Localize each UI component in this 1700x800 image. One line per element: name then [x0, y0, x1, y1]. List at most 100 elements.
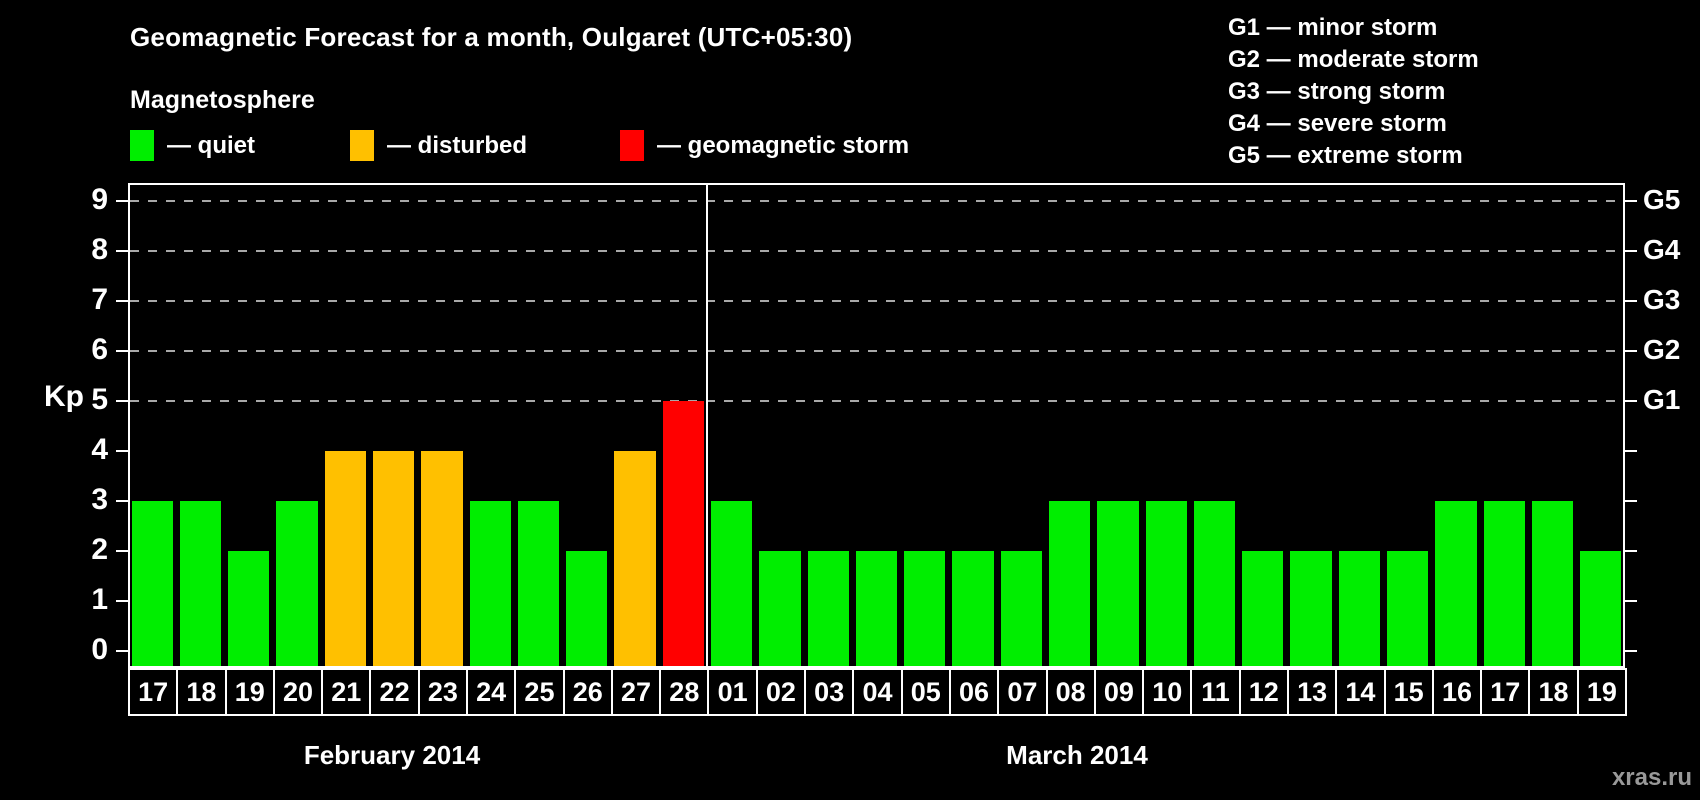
storm-scale-legend: G1 — minor storm G2 — moderate storm G3 … [1228, 12, 1479, 172]
month-label-february: February 2014 [303, 740, 481, 770]
y-tick-label-2: 2 [91, 533, 108, 566]
day-label-feb-28: 28 [659, 668, 710, 716]
day-label-mar-04: 04 [852, 668, 903, 716]
storm-scale-g2: G2 — moderate storm [1228, 46, 1479, 73]
right-tick-kp-6 [1625, 350, 1637, 352]
left-tick-kp-2 [116, 550, 128, 552]
legend-item-storm: — geomagnetic storm [620, 130, 909, 161]
g-scale-label-g2: G2 [1643, 334, 1681, 365]
y-tick-label-3: 3 [91, 483, 108, 516]
day-label-mar-11: 11 [1190, 668, 1241, 716]
kp-bar-chart-plot-area [128, 183, 1625, 668]
legend-label-storm: — geomagnetic storm [657, 131, 910, 159]
day-label-mar-02: 02 [755, 668, 807, 716]
kp-bar-mar-16 [1435, 501, 1477, 666]
kp-bar-mar-15 [1387, 551, 1429, 666]
day-label-mar-01: 01 [707, 668, 758, 716]
kp-bar-feb-20 [276, 501, 318, 666]
kp-bar-feb-22 [372, 451, 415, 666]
kp-bar-mar-09 [1097, 501, 1139, 666]
day-label-mar-09: 09 [1093, 668, 1145, 716]
gridline-kp-9 [130, 200, 1623, 202]
kp-bar-mar-08 [1049, 501, 1091, 666]
day-label-mar-08: 08 [1045, 668, 1096, 716]
gridline-kp-6 [130, 350, 1623, 352]
right-tick-kp-2 [1625, 550, 1637, 552]
day-label-feb-27: 27 [610, 668, 662, 716]
y-tick-label-8: 8 [91, 233, 108, 266]
kp-bar-feb-23 [421, 451, 463, 666]
storm-scale-g5: G5 — extreme storm [1228, 142, 1463, 169]
day-label-mar-17: 17 [1480, 668, 1531, 716]
storm-scale-g1: G1 — minor storm [1228, 14, 1438, 41]
kp-bar-feb-27 [614, 451, 656, 666]
legend-label-disturbed: — disturbed [387, 131, 528, 159]
kp-bar-mar-18 [1531, 501, 1574, 666]
month-separator-line [706, 183, 709, 668]
day-label-mar-16: 16 [1431, 668, 1483, 716]
left-tick-kp-0 [116, 650, 128, 652]
day-label-mar-12: 12 [1238, 668, 1289, 716]
month-label-march: March 2014 [1006, 740, 1148, 770]
left-tick-kp-6 [116, 350, 128, 352]
right-tick-kp-1 [1625, 600, 1637, 602]
left-tick-kp-5 [116, 400, 128, 402]
right-tick-kp-3 [1625, 500, 1637, 502]
kp-bar-feb-25 [517, 501, 560, 666]
kp-bar-mar-14 [1338, 551, 1381, 666]
day-label-mar-05: 05 [900, 668, 951, 716]
g-scale-label-g4: G4 [1643, 234, 1681, 265]
right-tick-kp-9 [1625, 200, 1637, 202]
gridline-kp-8 [130, 250, 1623, 252]
kp-bar-mar-02 [759, 551, 801, 666]
legend-label-quiet: — quiet [167, 131, 255, 159]
g-scale-label-g1: G1 [1643, 384, 1681, 415]
right-tick-kp-5 [1625, 400, 1637, 402]
day-label-feb-24: 24 [466, 668, 517, 716]
kp-bar-feb-24 [469, 501, 511, 666]
day-label-feb-18: 18 [176, 668, 227, 716]
g-scale-label-g3: G3 [1643, 284, 1681, 315]
storm-scale-g4: G4 — severe storm [1228, 110, 1447, 137]
kp-bar-mar-17 [1483, 501, 1525, 666]
page-title: Geomagnetic Forecast for a month, Oulgar… [130, 22, 853, 52]
day-label-mar-03: 03 [804, 668, 855, 716]
left-tick-kp-7 [116, 300, 128, 302]
legend-item-quiet: — quiet [130, 130, 255, 161]
y-axis-title: Kp [44, 380, 84, 413]
y-tick-label-4: 4 [91, 433, 108, 466]
kp-bar-mar-06 [952, 551, 994, 666]
right-tick-kp-0 [1625, 650, 1637, 652]
right-tick-kp-7 [1625, 300, 1637, 302]
kp-bar-mar-01 [710, 501, 753, 666]
y-tick-label-1: 1 [91, 583, 108, 616]
g-scale-label-g5: G5 [1643, 184, 1681, 215]
y-tick-label-0: 0 [91, 633, 108, 666]
kp-bar-mar-07 [1000, 551, 1042, 666]
kp-bar-mar-19 [1580, 551, 1622, 666]
storm-scale-g3: G3 — strong storm [1228, 78, 1446, 105]
day-label-feb-22: 22 [369, 668, 420, 716]
left-tick-kp-8 [116, 250, 128, 252]
left-tick-kp-3 [116, 500, 128, 502]
kp-bar-feb-18 [179, 501, 222, 666]
left-tick-kp-9 [116, 200, 128, 202]
left-tick-kp-1 [116, 600, 128, 602]
kp-bar-feb-26 [566, 551, 608, 666]
kp-bar-feb-21 [324, 451, 366, 666]
day-label-feb-21: 21 [321, 668, 372, 716]
legend-heading: Magnetosphere [130, 86, 315, 114]
y-tick-label-7: 7 [91, 283, 108, 316]
legend-item-disturbed: — disturbed [350, 130, 527, 161]
kp-bar-feb-19 [228, 551, 270, 666]
day-label-mar-15: 15 [1383, 668, 1434, 716]
quiet-color-swatch [130, 130, 154, 161]
kp-bar-mar-11 [1193, 501, 1236, 666]
y-tick-label-5: 5 [91, 383, 108, 416]
kp-bar-mar-05 [904, 551, 946, 666]
kp-bar-feb-28 [662, 401, 704, 666]
gridline-kp-7 [130, 300, 1623, 302]
day-label-feb-25: 25 [514, 668, 565, 716]
day-label-feb-20: 20 [272, 668, 324, 716]
